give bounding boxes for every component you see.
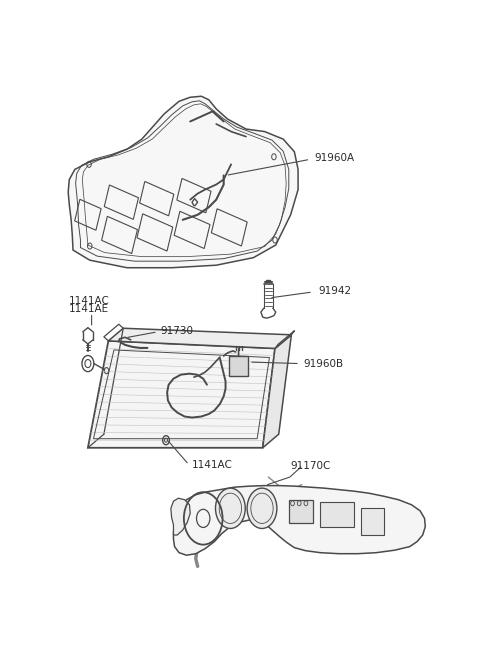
Polygon shape [229,356,248,376]
Circle shape [216,488,245,529]
Text: 91730: 91730 [160,326,193,336]
Text: 1141AE: 1141AE [69,304,109,314]
Text: 91170C: 91170C [290,461,331,471]
Polygon shape [68,96,298,268]
Text: 91960A: 91960A [315,153,355,163]
Polygon shape [321,502,354,527]
Text: 91960B: 91960B [304,358,344,369]
Polygon shape [173,485,425,555]
Text: 1141AC: 1141AC [192,460,233,470]
Polygon shape [171,498,190,535]
Polygon shape [88,341,275,448]
Polygon shape [289,500,313,523]
Circle shape [247,488,277,529]
Text: 1141AC: 1141AC [69,295,110,305]
Polygon shape [263,335,291,448]
Polygon shape [108,328,291,348]
Text: 91942: 91942 [319,286,352,297]
Polygon shape [361,508,384,535]
